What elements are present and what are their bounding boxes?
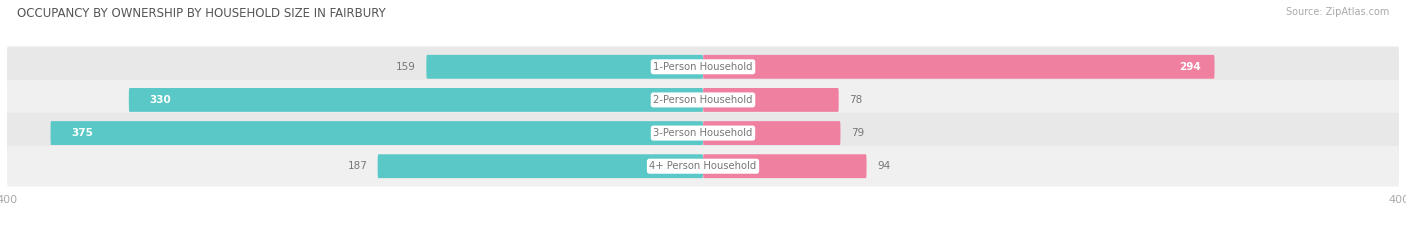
FancyBboxPatch shape [7,113,1399,153]
FancyBboxPatch shape [129,88,703,112]
Text: 187: 187 [347,161,367,171]
Text: 3-Person Household: 3-Person Household [654,128,752,138]
FancyBboxPatch shape [703,55,1215,79]
Text: 2-Person Household: 2-Person Household [654,95,752,105]
FancyBboxPatch shape [7,80,1399,120]
FancyBboxPatch shape [703,154,866,178]
Text: 159: 159 [396,62,416,72]
FancyBboxPatch shape [7,146,1399,186]
Text: 294: 294 [1178,62,1201,72]
Text: 94: 94 [877,161,890,171]
Text: 4+ Person Household: 4+ Person Household [650,161,756,171]
Text: OCCUPANCY BY OWNERSHIP BY HOUSEHOLD SIZE IN FAIRBURY: OCCUPANCY BY OWNERSHIP BY HOUSEHOLD SIZE… [17,7,385,20]
Text: 375: 375 [72,128,93,138]
Text: 78: 78 [849,95,862,105]
Text: 79: 79 [851,128,865,138]
Text: Source: ZipAtlas.com: Source: ZipAtlas.com [1285,7,1389,17]
FancyBboxPatch shape [426,55,703,79]
FancyBboxPatch shape [378,154,703,178]
FancyBboxPatch shape [7,47,1399,87]
FancyBboxPatch shape [703,88,839,112]
FancyBboxPatch shape [703,121,841,145]
Text: 1-Person Household: 1-Person Household [654,62,752,72]
Text: 330: 330 [149,95,172,105]
FancyBboxPatch shape [51,121,703,145]
